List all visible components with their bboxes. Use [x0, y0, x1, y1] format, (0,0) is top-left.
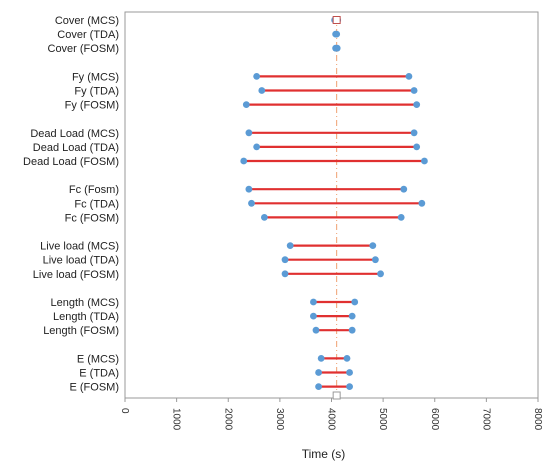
category-label: Cover (FOSM)	[48, 43, 120, 55]
category-label: Live load (FOSM)	[33, 269, 119, 281]
high-point	[351, 298, 359, 306]
category-label: Dead Load (TDA)	[33, 142, 119, 154]
category-label: Live load (TDA)	[43, 255, 119, 267]
high-point	[400, 185, 408, 193]
category-label: Length (FOSM)	[43, 325, 119, 337]
x-tick-label: 2000	[222, 408, 233, 431]
category-label: Fc (FOSM)	[65, 212, 119, 224]
high-point	[346, 383, 353, 390]
high-point	[410, 129, 418, 137]
category-label: Fc (TDA)	[74, 198, 119, 210]
x-tick-label: 7000	[480, 408, 491, 431]
low-point	[245, 129, 253, 137]
high-point	[413, 143, 421, 151]
high-point	[410, 87, 418, 94]
high-point	[413, 101, 421, 108]
low-point	[312, 326, 320, 334]
low-point	[242, 101, 250, 108]
low-point	[258, 87, 266, 94]
high-point	[405, 73, 413, 80]
high-point	[348, 326, 356, 334]
low-point	[315, 369, 322, 376]
category-label: Dead Load (FOSM)	[23, 156, 119, 168]
category-label: Fy (TDA)	[74, 86, 119, 98]
high-point	[421, 157, 428, 165]
category-label: E (FOSM)	[70, 382, 120, 394]
category-label: E (TDA)	[79, 368, 119, 380]
category-label: Length (TDA)	[53, 311, 119, 323]
plot-frame	[124, 11, 539, 399]
x-tick-label: 6000	[429, 408, 440, 431]
high-point	[343, 355, 351, 362]
high-point	[333, 30, 341, 38]
low-point	[253, 73, 261, 80]
category-label: Fy (FOSM)	[65, 100, 119, 112]
high-point	[369, 242, 377, 250]
x-tick-label: 0	[119, 408, 130, 414]
high-point	[371, 256, 379, 264]
low-point	[281, 270, 289, 278]
category-label: Fc (Fosm)	[69, 184, 119, 196]
low-point	[286, 242, 294, 250]
reference-marker-bottom	[332, 391, 341, 400]
low-point	[317, 355, 325, 362]
reference-marker-top	[332, 16, 341, 24]
low-point	[315, 383, 322, 390]
low-point	[240, 157, 248, 165]
low-point	[260, 214, 268, 221]
low-point	[281, 256, 289, 264]
low-point	[310, 298, 317, 306]
x-axis-title: Time (s)	[302, 447, 346, 461]
low-point	[245, 185, 253, 193]
high-point	[333, 44, 341, 52]
x-tick-label: 3000	[274, 408, 285, 431]
high-point	[377, 270, 384, 278]
high-point	[346, 369, 353, 376]
category-label: Cover (MCS)	[55, 15, 119, 27]
high-point	[418, 199, 426, 207]
low-point	[253, 143, 261, 151]
high-point	[348, 312, 356, 320]
x-tick-label: 5000	[377, 408, 388, 431]
low-point	[310, 312, 317, 320]
category-label: Live load (MCS)	[40, 241, 119, 253]
x-tick-label: 4000	[326, 408, 337, 431]
category-label: Length (MCS)	[51, 297, 119, 309]
category-label: Fy (MCS)	[72, 71, 119, 83]
x-tick-label: 8000	[532, 408, 543, 431]
category-label: Cover (TDA)	[57, 29, 119, 41]
x-tick-label: 1000	[171, 408, 182, 431]
category-label: Dead Load (MCS)	[30, 128, 119, 140]
category-label: E (MCS)	[77, 353, 119, 365]
low-point	[248, 199, 255, 207]
high-point	[397, 214, 405, 221]
